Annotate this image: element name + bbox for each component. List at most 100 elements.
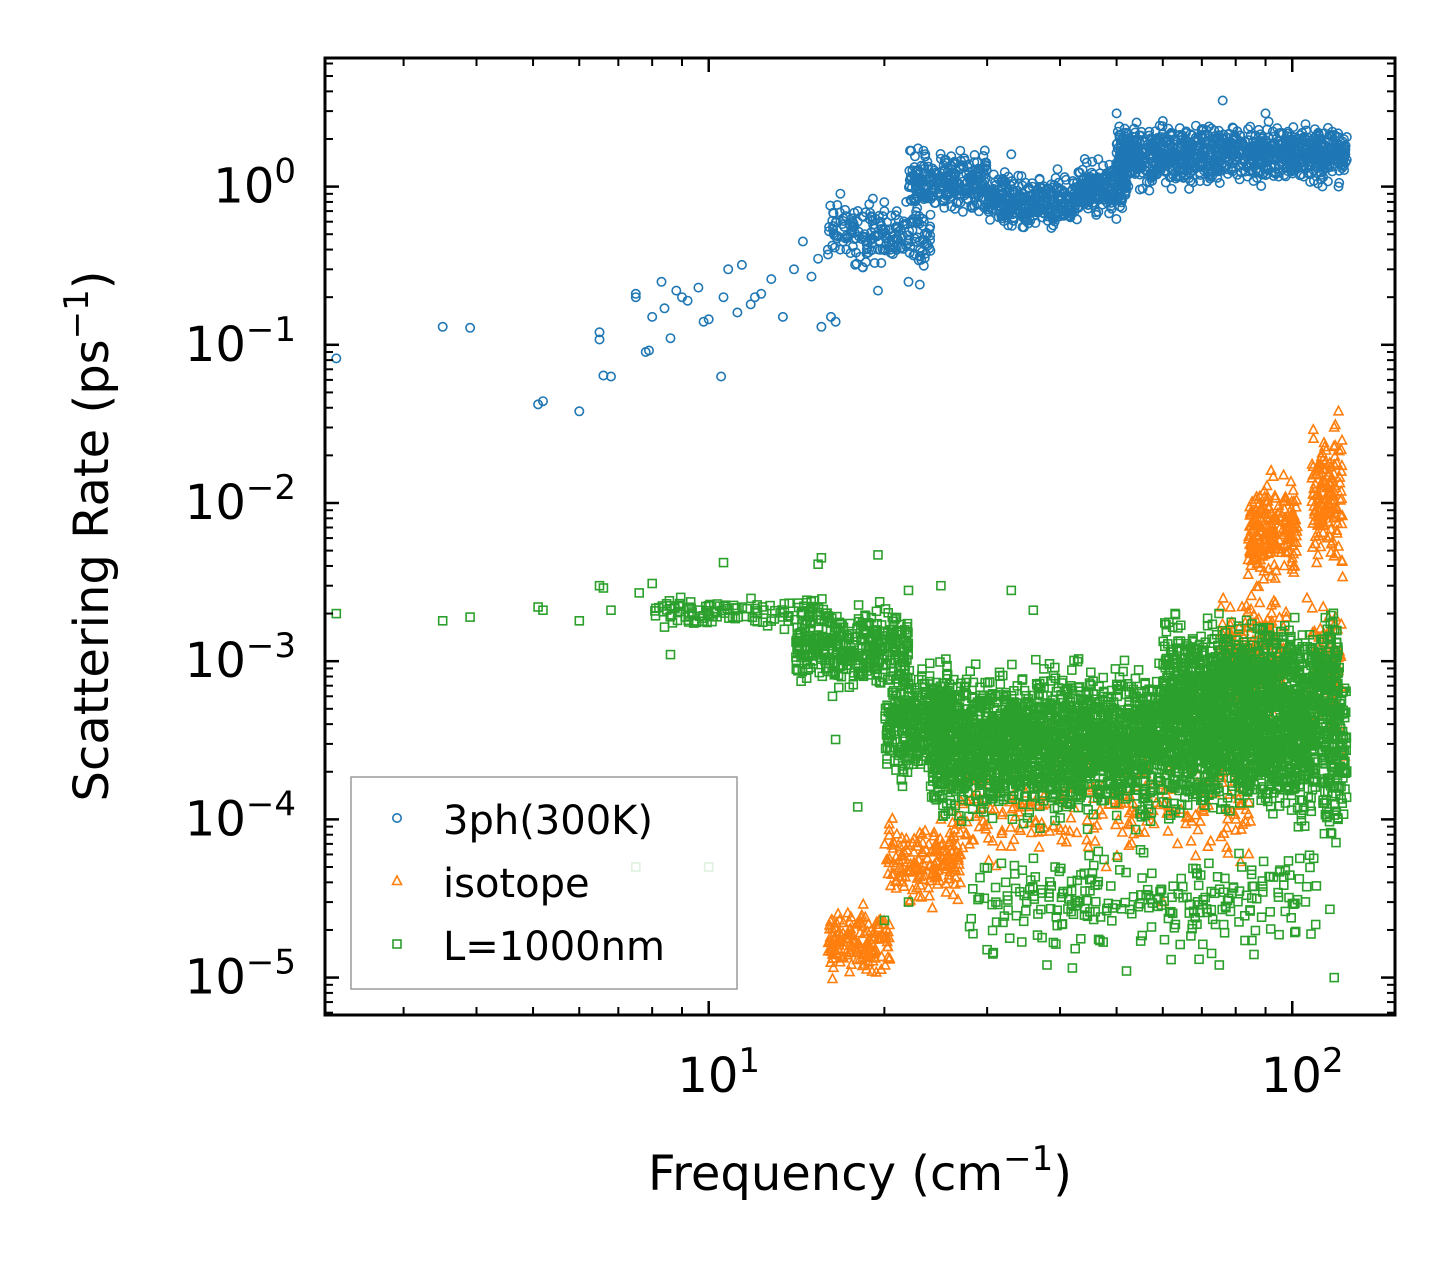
- data-point: [828, 207, 839, 218]
- data-point: [1085, 195, 1096, 206]
- data-point: [953, 183, 964, 194]
- data-point: [1030, 218, 1041, 229]
- data-point: [829, 242, 840, 253]
- data-point: [1111, 214, 1122, 225]
- data-point: [973, 177, 984, 188]
- data-point: [1073, 167, 1084, 178]
- data-point: [1003, 201, 1014, 212]
- data-point: [1091, 209, 1102, 220]
- data-point: [917, 213, 928, 224]
- data-point: [999, 177, 1010, 188]
- data-point: [979, 145, 990, 156]
- data-point: [1093, 173, 1104, 184]
- data-point: [988, 186, 999, 197]
- data-point: [990, 199, 1001, 210]
- data-point: [1131, 117, 1142, 128]
- data-point: [924, 243, 935, 254]
- data-point: [912, 216, 923, 227]
- data-point: [1001, 182, 1012, 193]
- data-point: [1115, 201, 1126, 212]
- data-point: [983, 204, 994, 215]
- data-point: [1081, 157, 1092, 168]
- data-point: [919, 253, 930, 264]
- data-point: [1042, 200, 1053, 211]
- data-point: [904, 175, 915, 186]
- data-point: [823, 226, 834, 237]
- data-point: [1049, 216, 1060, 227]
- data-point: [1025, 191, 1036, 202]
- data-point: [996, 210, 1007, 221]
- data-point: [953, 190, 964, 201]
- data-point: [981, 160, 992, 171]
- data-point: [880, 228, 891, 239]
- data-point: [1109, 175, 1120, 186]
- data-point: [924, 224, 935, 235]
- data-point: [835, 188, 846, 199]
- data-point: [1009, 186, 1020, 197]
- data-point: [1021, 212, 1032, 223]
- data-point: [897, 230, 908, 241]
- data-point: [937, 166, 948, 177]
- data-point: [822, 249, 833, 260]
- data-point: [1098, 160, 1109, 171]
- data-point: [1094, 184, 1105, 195]
- data-point: [1025, 198, 1036, 209]
- data-point: [938, 178, 949, 189]
- data-point: [993, 174, 1004, 185]
- data-point: [939, 202, 950, 213]
- data-point: [1057, 194, 1068, 205]
- data-point: [975, 165, 986, 176]
- data-point: [912, 232, 923, 243]
- data-point: [973, 191, 984, 202]
- data-point: [940, 154, 951, 165]
- data-point: [962, 177, 973, 188]
- data-point: [918, 183, 929, 194]
- data-point: [902, 230, 913, 241]
- data-point: [985, 214, 996, 225]
- data-point: [932, 187, 943, 198]
- data-point: [1006, 220, 1017, 231]
- data-point: [876, 257, 887, 268]
- data-point: [1037, 212, 1048, 223]
- data-point: [967, 175, 978, 186]
- data-point: [1106, 194, 1117, 205]
- data-point: [1016, 171, 1027, 182]
- data-point: [955, 145, 966, 156]
- data-point: [1071, 214, 1082, 225]
- series-0: [331, 95, 1352, 417]
- data-point: [905, 241, 916, 252]
- data-point: [1112, 186, 1123, 197]
- scatter-points: [331, 95, 1352, 984]
- data-point: [1055, 199, 1066, 210]
- data-point: [1093, 154, 1104, 165]
- data-point: [967, 179, 978, 190]
- data-point: [1049, 180, 1060, 191]
- data-point: [911, 206, 922, 217]
- data-point: [914, 245, 925, 256]
- data-point: [880, 233, 891, 244]
- data-point: [1063, 194, 1074, 205]
- data-point: [936, 172, 947, 183]
- data-point: [863, 247, 874, 258]
- data-point: [1100, 194, 1111, 205]
- data-point: [1104, 208, 1115, 219]
- data-point: [831, 230, 842, 241]
- data-point: [1117, 203, 1128, 214]
- data-point: [918, 194, 929, 205]
- data-point: [1013, 170, 1024, 181]
- data-point: [869, 257, 880, 268]
- data-point: [867, 193, 878, 204]
- data-point: [912, 143, 923, 154]
- data-point: [1048, 194, 1059, 205]
- data-point: [906, 145, 917, 156]
- data-point: [1058, 210, 1069, 221]
- data-point: [1059, 172, 1070, 183]
- data-point: [1006, 176, 1017, 187]
- data-point: [1034, 173, 1045, 184]
- data-point: [1001, 210, 1012, 221]
- data-point: [905, 194, 916, 205]
- data-point: [875, 244, 886, 255]
- data-point: [935, 149, 946, 160]
- data-point: [1038, 181, 1049, 192]
